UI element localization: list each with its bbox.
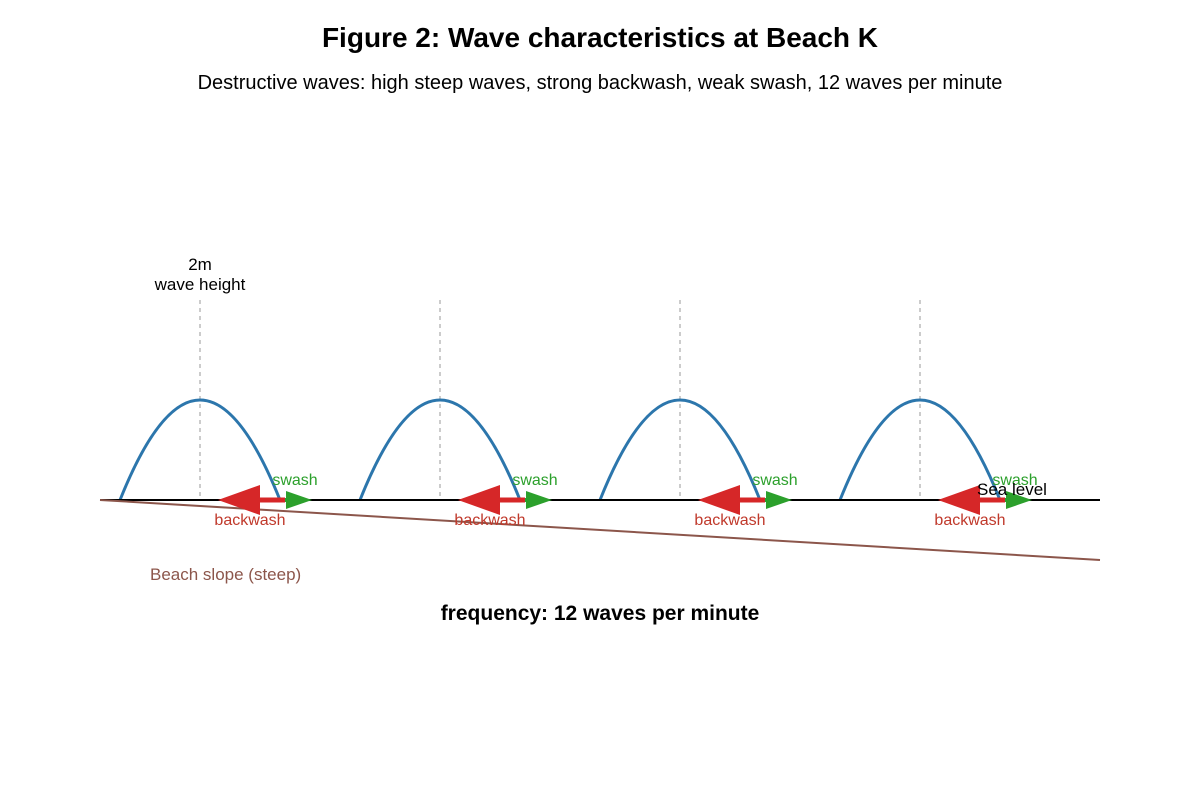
backwash-label: backwash bbox=[214, 512, 285, 529]
wave-height-caption: wave height bbox=[154, 275, 246, 294]
swash-label: swash bbox=[752, 472, 797, 489]
waves-group bbox=[118, 300, 1002, 501]
swash-arrowhead bbox=[286, 491, 312, 509]
beach-slope-line bbox=[99, 499, 1101, 561]
swash-label: swash bbox=[512, 472, 557, 489]
wave-height-value: 2m bbox=[188, 255, 212, 274]
frequency-label: frequency: 12 waves per minute bbox=[441, 602, 760, 625]
sea-level-label: Sea level bbox=[977, 480, 1047, 499]
swash-arrowhead bbox=[766, 491, 792, 509]
backwash-arrowhead bbox=[218, 485, 260, 515]
swash-label: swash bbox=[992, 472, 1037, 489]
backwash-arrowhead bbox=[698, 485, 740, 515]
figure-title: Figure 2: Wave characteristics at Beach … bbox=[321, 22, 879, 53]
wave-curve bbox=[118, 398, 282, 501]
swash-label: swash bbox=[272, 472, 317, 489]
beach-slope-label: Beach slope (steep) bbox=[150, 565, 301, 584]
wave-curve bbox=[358, 398, 522, 501]
wave-curve bbox=[838, 398, 1002, 501]
backwash-arrowhead bbox=[938, 485, 980, 515]
wave-curve bbox=[598, 398, 762, 501]
swash-arrowhead bbox=[1006, 491, 1032, 509]
figure-subtitle: Destructive waves: high steep waves, str… bbox=[197, 72, 1003, 94]
backwash-label: backwash bbox=[694, 512, 765, 529]
backwash-label: backwash bbox=[454, 512, 525, 529]
arrows-group: swash backwash swash backwash swash backwash s… bbox=[214, 472, 1037, 529]
swash-arrowhead bbox=[526, 491, 552, 509]
backwash-arrowhead bbox=[458, 485, 500, 515]
backwash-label: backwash bbox=[934, 512, 1005, 529]
